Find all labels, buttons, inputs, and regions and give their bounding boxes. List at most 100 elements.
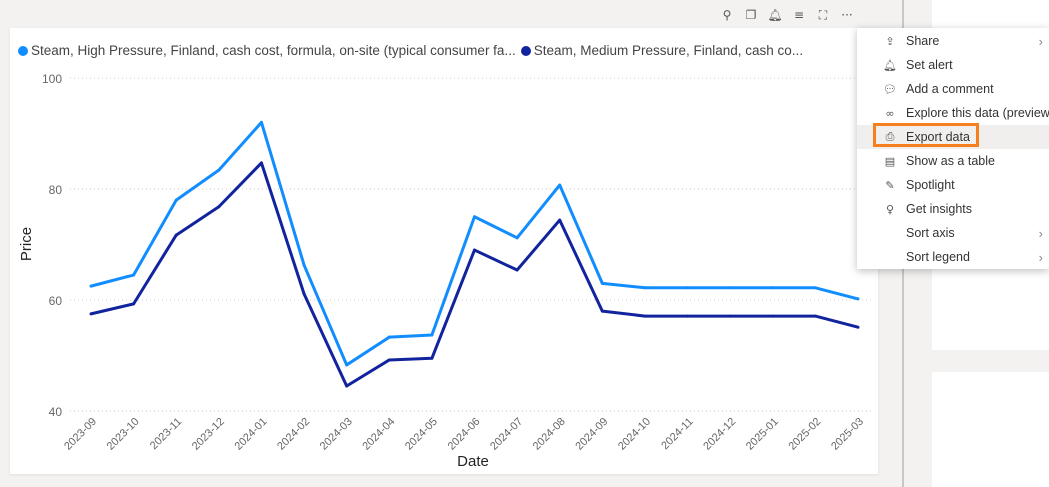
menu-item-label: Share	[906, 34, 940, 48]
y-tick-label: 60	[49, 294, 63, 308]
x-tick-label: 2024-03	[318, 416, 355, 453]
lightbulb-icon: ♀	[885, 202, 895, 216]
x-tick-label: 2025-03	[829, 416, 866, 453]
chevron-right-icon: ›	[1038, 249, 1043, 265]
data-point[interactable]	[217, 205, 221, 209]
menu-item-export-data[interactable]: ⎙ Export data	[857, 123, 1049, 149]
menu-item-label: Sort legend	[906, 250, 970, 264]
chevron-right-icon: ›	[1038, 33, 1043, 49]
data-point[interactable]	[600, 309, 604, 313]
share-icon: ⇪	[885, 34, 895, 48]
data-point[interactable]	[643, 286, 647, 290]
data-point[interactable]	[558, 218, 562, 222]
y-tick-label: 40	[49, 405, 63, 419]
data-point[interactable]	[132, 273, 136, 277]
data-point[interactable]	[771, 286, 775, 290]
data-point[interactable]	[430, 333, 434, 337]
data-point[interactable]	[728, 314, 732, 318]
x-tick-label: 2024-06	[446, 416, 483, 453]
chart-legend: Steam, High Pressure, Finland, cash cost…	[18, 43, 803, 58]
bell-icon: 🔔︎	[883, 58, 897, 72]
data-point[interactable]	[686, 314, 690, 318]
data-point[interactable]	[132, 302, 136, 306]
data-point[interactable]	[174, 198, 178, 202]
x-tick-label: 2024-02	[275, 416, 312, 453]
menu-item-label: Get insights	[906, 202, 973, 216]
comment-icon: 💬︎	[883, 82, 897, 96]
menu-item-share[interactable]: ⇪ Share ›	[857, 29, 1049, 53]
x-tick-label: 2024-08	[531, 416, 568, 453]
data-point[interactable]	[771, 314, 775, 318]
more-options-menu: ⇪ Share › 🔔︎ Set alert 💬︎ Add a comment ∞ Explor…	[857, 28, 1049, 269]
menu-item-explore-this-data-preview[interactable]: ∞ Explore this data (preview)	[857, 101, 1049, 125]
x-tick-label: 2023-10	[105, 416, 142, 453]
data-point[interactable]	[302, 263, 306, 267]
more-options-icon[interactable]: ···	[841, 8, 853, 22]
x-tick-label: 2023-11	[148, 416, 184, 452]
data-point[interactable]	[813, 314, 817, 318]
data-point[interactable]	[813, 286, 817, 290]
series-line-2[interactable]	[90, 161, 859, 388]
x-tick-label: 2023-09	[62, 416, 99, 453]
bell-icon[interactable]: 🔔︎	[767, 8, 783, 22]
data-point[interactable]	[515, 236, 519, 240]
series-line-1[interactable]	[90, 120, 859, 367]
line-chart-visual[interactable]	[10, 28, 878, 474]
data-point[interactable]	[345, 384, 349, 388]
x-tick-label: 2024-12	[701, 416, 738, 453]
data-point[interactable]	[302, 292, 306, 296]
menu-item-spotlight[interactable]: ✎ Spotlight	[857, 173, 1049, 197]
table-icon: ▤	[884, 154, 896, 168]
data-point[interactable]	[259, 120, 263, 124]
x-axis-title: Date	[457, 453, 489, 470]
x-tick-label: 2023-12	[190, 416, 227, 453]
data-point[interactable]	[728, 286, 732, 290]
data-point[interactable]	[643, 314, 647, 318]
focus-mode-icon[interactable]: ⛶	[818, 7, 828, 22]
data-point[interactable]	[515, 268, 519, 272]
filter-icon[interactable]: ≡	[793, 8, 805, 22]
data-point[interactable]	[856, 325, 860, 329]
y-tick-label: 80	[49, 183, 63, 197]
adjacent-visual-card	[932, 372, 1049, 487]
spotlight-icon: ✎	[885, 178, 895, 192]
data-point[interactable]	[259, 161, 263, 165]
data-point[interactable]	[174, 233, 178, 237]
menu-item-label: Add a comment	[906, 82, 994, 96]
data-point[interactable]	[558, 183, 562, 187]
x-tick-label: 2024-04	[360, 416, 397, 453]
menu-item-add-a-comment[interactable]: 💬︎ Add a comment	[857, 77, 1049, 101]
copy-icon[interactable]: ❐	[745, 8, 757, 22]
data-point[interactable]	[387, 335, 391, 339]
data-point[interactable]	[89, 312, 93, 316]
menu-item-get-insights[interactable]: ♀ Get insights	[857, 197, 1049, 221]
data-point[interactable]	[473, 215, 476, 219]
menu-item-sort-legend[interactable]: Sort legend ›	[857, 245, 1049, 269]
menu-item-sort-axis[interactable]: Sort axis ›	[857, 221, 1049, 245]
menu-item-set-alert[interactable]: 🔔︎ Set alert	[857, 53, 1049, 77]
x-tick-label: 2024-01	[233, 416, 270, 453]
legend-item[interactable]: Steam, Medium Pressure, Finland, cash co…	[520, 43, 803, 58]
binoculars-icon: ∞	[885, 106, 895, 120]
data-point[interactable]	[217, 168, 221, 172]
x-tick-label: 2024-11	[659, 416, 695, 452]
data-point[interactable]	[473, 248, 476, 252]
x-tick-label: 2024-05	[403, 416, 440, 453]
data-point[interactable]	[430, 356, 434, 360]
pin-icon[interactable]: ⚲	[722, 8, 732, 22]
highlight-box	[873, 123, 979, 147]
data-point[interactable]	[600, 281, 604, 285]
data-point[interactable]	[856, 297, 860, 301]
export-icon: ⎙	[885, 130, 895, 143]
menu-item-label: Sort axis	[906, 226, 955, 240]
legend-item[interactable]: Steam, High Pressure, Finland, cash cost…	[18, 43, 516, 58]
menu-item-show-as-a-table[interactable]: ▤ Show as a table	[857, 149, 1049, 173]
menu-item-label: Set alert	[906, 58, 953, 72]
data-point[interactable]	[686, 286, 690, 290]
menu-item-label: Show as a table	[906, 154, 995, 168]
data-point[interactable]	[345, 363, 349, 367]
data-point[interactable]	[387, 358, 391, 362]
data-point[interactable]	[89, 284, 93, 288]
x-tick-label: 2024-07	[488, 416, 525, 453]
